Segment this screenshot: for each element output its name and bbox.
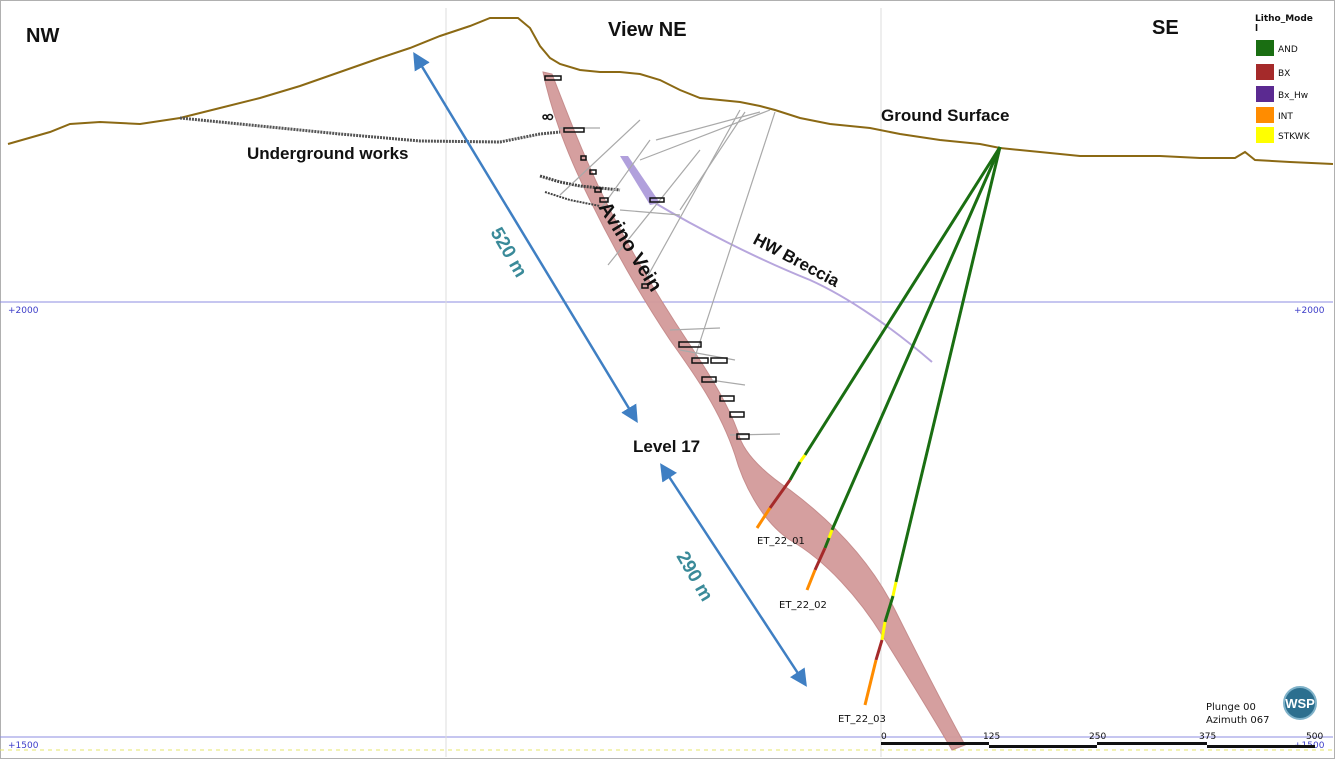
label-drillhole-1: ET_22_01 bbox=[757, 536, 805, 547]
grid-label-2000-left: +2000 bbox=[8, 306, 39, 316]
legend-label-and: AND bbox=[1278, 45, 1298, 55]
svg-text:WSP: WSP bbox=[1285, 696, 1315, 711]
avino-vein-body bbox=[542, 71, 966, 751]
legend-swatch-bx bbox=[1256, 64, 1274, 80]
label-view-ne: View NE bbox=[608, 19, 687, 41]
scale-tick-125: 125 bbox=[983, 732, 1000, 742]
drillhole-ET_22_03 bbox=[863, 146, 1002, 706]
scale-bar: 0 125 250 375 500 bbox=[881, 732, 1323, 748]
legend-label-int: INT bbox=[1278, 112, 1293, 122]
legend: Litho_Mode l AND BX Bx_Hw INT STKWK bbox=[1255, 14, 1313, 143]
arrow-290m bbox=[660, 463, 807, 687]
label-ground-surface: Ground Surface bbox=[881, 106, 1009, 125]
label-underground-works: Underground works bbox=[247, 144, 409, 163]
legend-swatch-int bbox=[1256, 107, 1274, 123]
label-level-17: Level 17 bbox=[633, 437, 700, 456]
legend-label-bx: BX bbox=[1278, 69, 1290, 79]
scale-tick-250: 250 bbox=[1089, 732, 1106, 742]
legend-title-2: l bbox=[1255, 24, 1258, 34]
scale-tick-500: 500 bbox=[1306, 732, 1323, 742]
azimuth-label: Azimuth 067 bbox=[1206, 715, 1269, 726]
arrow-520m bbox=[413, 52, 638, 423]
label-520m: 520 m bbox=[486, 224, 531, 281]
plunge-label: Plunge 00 bbox=[1206, 702, 1256, 713]
scale-tick-375: 375 bbox=[1199, 732, 1216, 742]
grid-label-1500-left: +1500 bbox=[8, 741, 39, 751]
topography-line bbox=[7, 17, 1334, 165]
hw-breccia-trace bbox=[649, 199, 933, 363]
legend-title: Litho_Mode bbox=[1255, 14, 1313, 24]
label-290m: 290 m bbox=[672, 548, 717, 605]
label-se: SE bbox=[1152, 17, 1179, 39]
scale-tick-0: 0 bbox=[881, 732, 887, 742]
grid-label-2000-right: +2000 bbox=[1294, 306, 1325, 316]
legend-label-bx-hw: Bx_Hw bbox=[1278, 91, 1308, 101]
legend-swatch-and bbox=[1256, 40, 1274, 56]
drillhole-ET_22_02 bbox=[805, 146, 1002, 591]
label-nw: NW bbox=[26, 25, 59, 47]
wsp-logo: WSP bbox=[1283, 686, 1317, 720]
historic-drill-traces bbox=[559, 109, 781, 436]
legend-label-stkwk: STKWK bbox=[1278, 132, 1311, 142]
label-drillhole-3: ET_22_03 bbox=[838, 714, 886, 725]
label-drillhole-2: ET_22_02 bbox=[779, 600, 827, 611]
legend-swatch-stkwk bbox=[1256, 127, 1274, 143]
legend-swatch-bx-hw bbox=[1256, 86, 1274, 102]
underground-works bbox=[179, 116, 561, 144]
drillhole-ET_22_01 bbox=[755, 146, 1002, 529]
